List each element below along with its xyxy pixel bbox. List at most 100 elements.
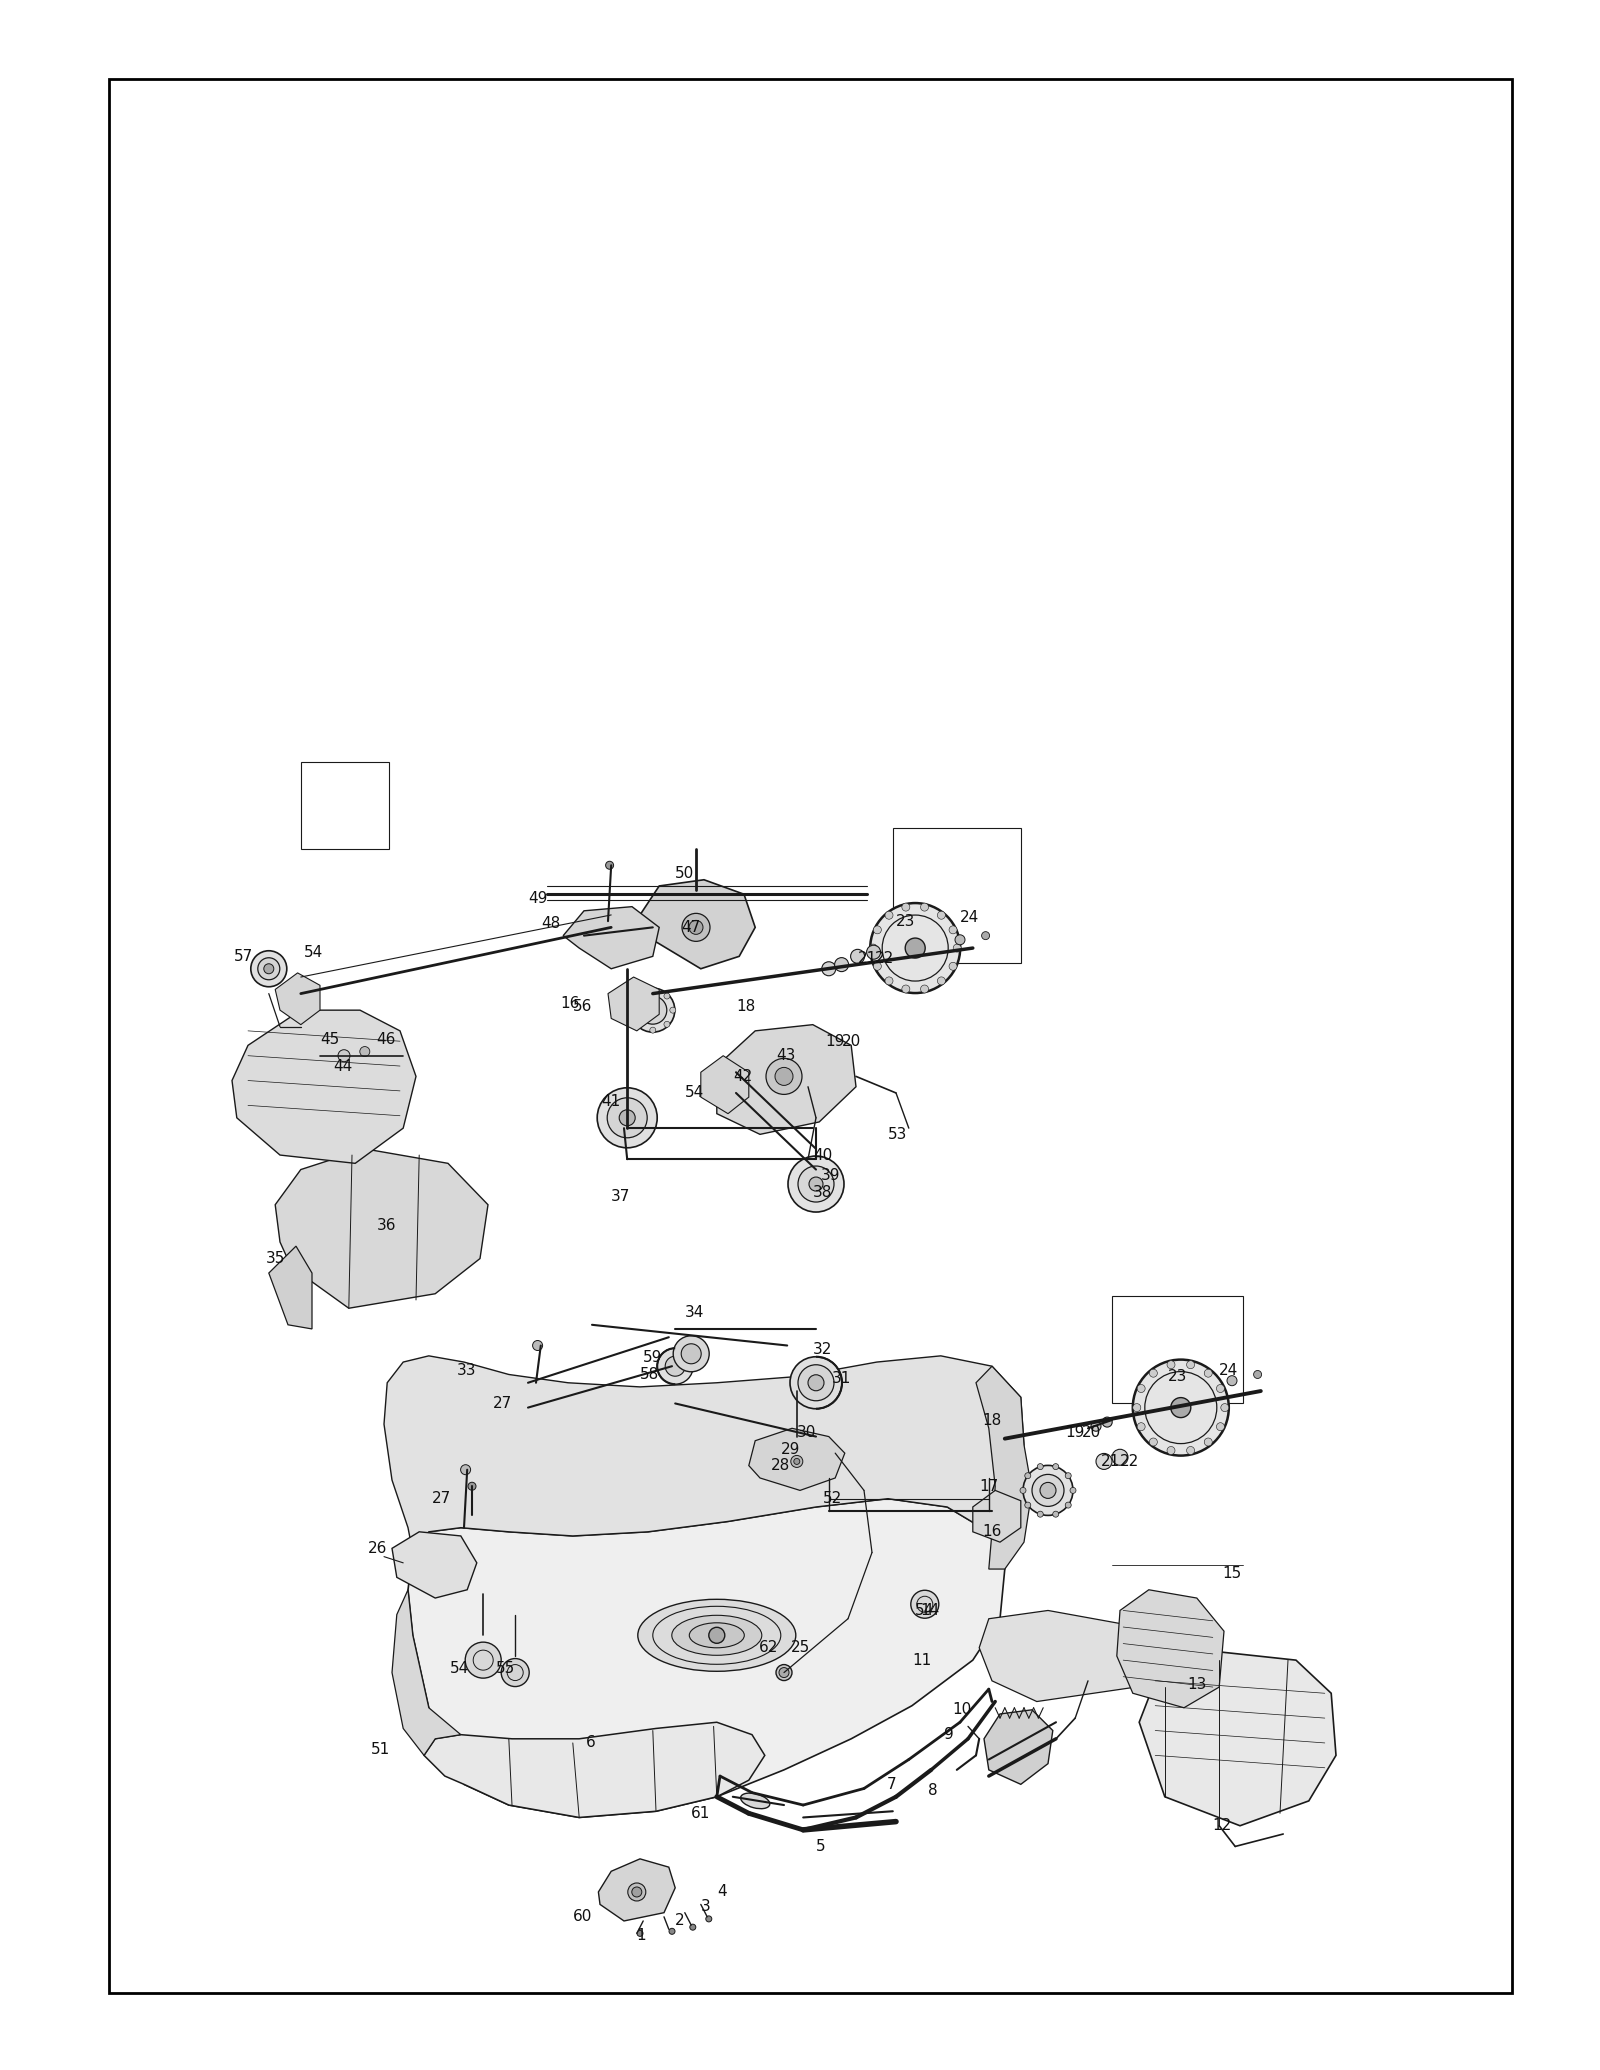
Text: 53: 53 [888,1126,907,1143]
Text: 20: 20 [1082,1424,1101,1441]
Circle shape [1037,1463,1043,1470]
Circle shape [666,1356,685,1377]
Text: 10: 10 [952,1702,971,1718]
Text: 23: 23 [896,913,915,929]
Circle shape [910,1590,939,1619]
Text: 56: 56 [573,998,592,1014]
Circle shape [682,1343,701,1364]
Circle shape [674,1335,709,1372]
Circle shape [1171,1397,1190,1418]
Text: 19: 19 [826,1033,845,1049]
Circle shape [630,1008,635,1012]
Circle shape [648,1006,658,1014]
Circle shape [1149,1439,1157,1447]
Circle shape [1066,1472,1072,1478]
Text: 20: 20 [842,1033,861,1049]
Text: 33: 33 [458,1362,477,1379]
Polygon shape [701,1056,749,1114]
Polygon shape [384,1356,1024,1569]
Circle shape [635,994,642,1000]
Circle shape [338,1049,350,1062]
Circle shape [605,861,614,869]
Circle shape [1166,1447,1174,1455]
Text: 54: 54 [915,1602,934,1619]
Polygon shape [717,1025,856,1134]
Polygon shape [275,973,320,1025]
Text: 2: 2 [675,1913,685,1929]
Circle shape [902,903,910,911]
Polygon shape [640,880,755,969]
Text: 39: 39 [821,1167,840,1184]
Circle shape [776,1664,792,1681]
Circle shape [635,1021,642,1027]
Circle shape [1166,1360,1174,1368]
Circle shape [1096,1453,1112,1470]
Ellipse shape [741,1793,770,1809]
Text: 45: 45 [320,1031,339,1047]
Text: 28: 28 [771,1457,790,1474]
Circle shape [1227,1377,1237,1385]
Circle shape [1053,1511,1059,1517]
Circle shape [798,1165,834,1203]
Text: 62: 62 [758,1639,778,1656]
Circle shape [627,1884,646,1900]
Text: 51: 51 [371,1741,390,1757]
Text: 50: 50 [675,865,694,882]
Circle shape [982,932,989,940]
Circle shape [1138,1385,1146,1393]
Circle shape [258,958,280,979]
Circle shape [920,903,928,911]
Text: 43: 43 [776,1047,795,1064]
Circle shape [251,950,286,987]
Circle shape [874,963,882,971]
Text: 44: 44 [333,1058,352,1074]
Text: 52: 52 [822,1490,842,1507]
Circle shape [787,1155,845,1213]
Text: 54: 54 [685,1085,704,1101]
Circle shape [360,1047,370,1056]
Text: 30: 30 [797,1424,816,1441]
Text: 57: 57 [234,948,253,965]
Circle shape [1149,1368,1157,1377]
Circle shape [851,950,864,963]
Circle shape [608,1097,646,1139]
Circle shape [466,1642,501,1679]
Text: 29: 29 [781,1441,800,1457]
Text: 41: 41 [602,1093,621,1110]
Text: 47: 47 [682,919,701,936]
Circle shape [869,944,877,952]
Circle shape [650,1027,656,1033]
Circle shape [1216,1385,1224,1393]
Circle shape [955,936,965,944]
Text: 61: 61 [691,1805,710,1822]
Polygon shape [424,1722,765,1817]
Circle shape [774,1068,794,1085]
Text: 48: 48 [541,915,560,932]
Text: 27: 27 [432,1490,451,1507]
Circle shape [870,903,960,994]
Circle shape [790,1455,803,1468]
Circle shape [1037,1511,1043,1517]
Ellipse shape [638,1600,795,1670]
Text: 54: 54 [450,1660,469,1677]
Circle shape [1021,1488,1026,1492]
Polygon shape [749,1428,845,1490]
Circle shape [1066,1503,1072,1509]
Polygon shape [976,1366,1032,1569]
Text: 19: 19 [1066,1424,1085,1441]
Text: 14: 14 [920,1602,939,1619]
Circle shape [885,977,893,985]
Polygon shape [232,1010,416,1163]
Bar [301,762,389,849]
Text: 38: 38 [813,1184,832,1201]
Circle shape [1040,1482,1056,1499]
Text: 35: 35 [266,1250,285,1267]
Bar [893,828,1021,963]
Text: 22: 22 [875,950,894,967]
Circle shape [632,1888,642,1896]
Circle shape [1091,1422,1101,1430]
Text: 54: 54 [304,944,323,960]
Text: 46: 46 [376,1031,395,1047]
Text: 42: 42 [733,1068,752,1085]
Text: 22: 22 [1120,1453,1139,1470]
